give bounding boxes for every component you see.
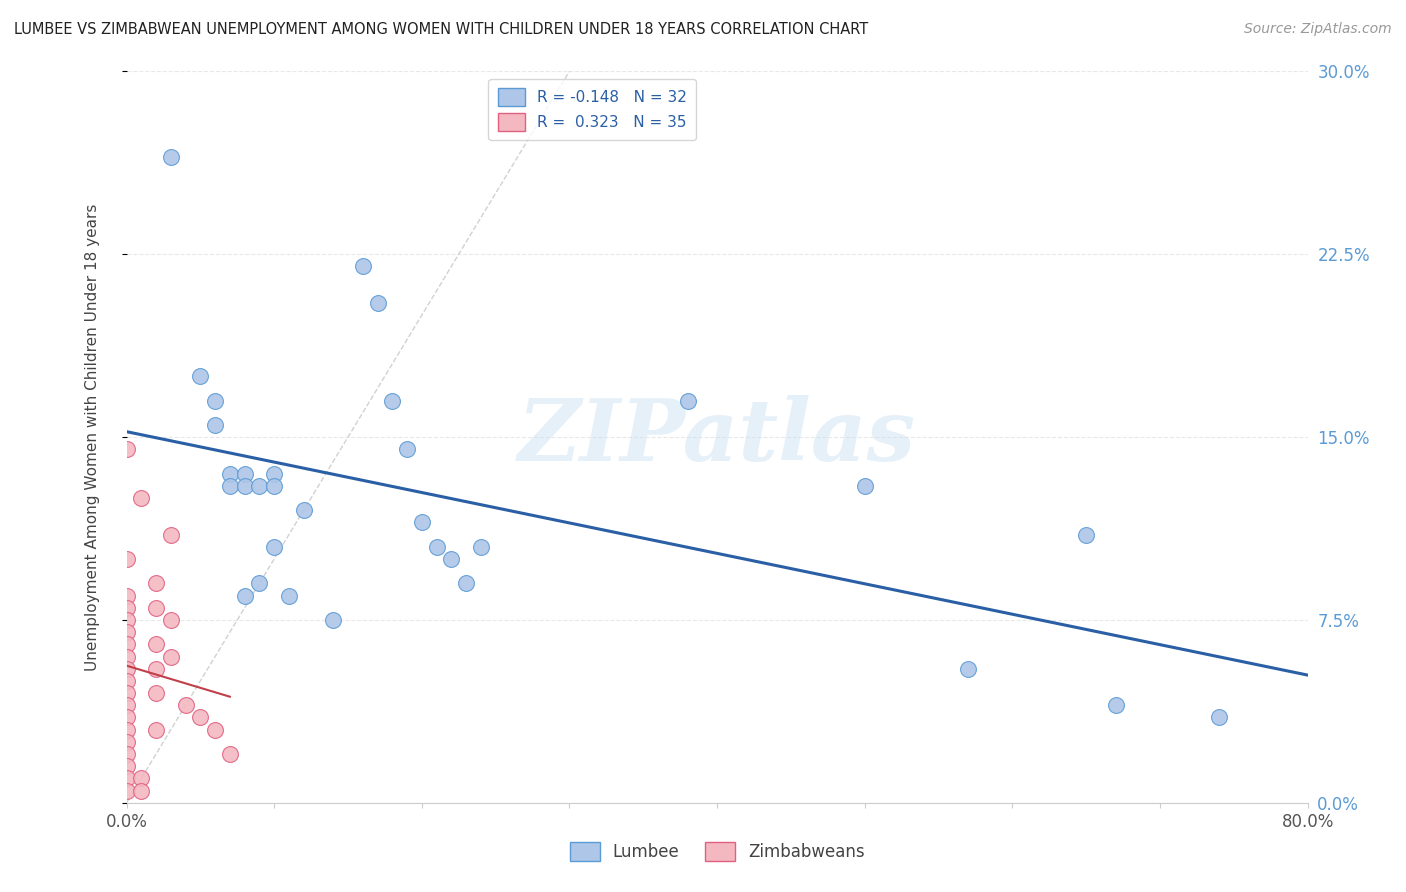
Point	[425, 540, 447, 554]
Point	[115, 747, 138, 761]
Point	[115, 710, 138, 724]
Point	[145, 723, 167, 737]
Point	[853, 479, 876, 493]
Point	[249, 479, 271, 493]
Y-axis label: Unemployment Among Women with Children Under 18 years: Unemployment Among Women with Children U…	[86, 203, 100, 671]
Point	[1105, 698, 1128, 713]
Point	[145, 576, 167, 591]
Point	[115, 698, 138, 713]
Point	[188, 710, 212, 724]
Point	[411, 516, 433, 530]
Point	[322, 613, 344, 627]
Point	[115, 783, 138, 797]
Point	[145, 600, 167, 615]
Point	[219, 467, 242, 481]
Point	[160, 613, 183, 627]
Point	[115, 759, 138, 773]
Point	[115, 673, 138, 688]
Point	[1076, 527, 1098, 541]
Point	[263, 479, 285, 493]
Text: LUMBEE VS ZIMBABWEAN UNEMPLOYMENT AMONG WOMEN WITH CHILDREN UNDER 18 YEARS CORRE: LUMBEE VS ZIMBABWEAN UNEMPLOYMENT AMONG …	[14, 22, 869, 37]
Point	[456, 576, 478, 591]
Point	[219, 479, 242, 493]
Point	[249, 576, 271, 591]
Point	[115, 637, 138, 651]
Point	[204, 393, 226, 408]
Legend: Lumbee, Zimbabweans: Lumbee, Zimbabweans	[562, 835, 872, 868]
Point	[115, 600, 138, 615]
Point	[115, 552, 138, 566]
Point	[115, 772, 138, 786]
Point	[233, 467, 256, 481]
Point	[352, 260, 374, 274]
Point	[160, 649, 183, 664]
Point	[278, 589, 301, 603]
Point	[115, 735, 138, 749]
Point	[115, 662, 138, 676]
Point	[115, 723, 138, 737]
Point	[160, 527, 183, 541]
Point	[219, 747, 242, 761]
Point	[233, 479, 256, 493]
Point	[292, 503, 315, 517]
Point	[115, 649, 138, 664]
Point	[956, 662, 979, 676]
Point	[145, 662, 167, 676]
Point	[440, 552, 463, 566]
Point	[115, 686, 138, 700]
Point	[115, 625, 138, 640]
Point	[160, 150, 183, 164]
Point	[115, 613, 138, 627]
Point	[115, 442, 138, 457]
Point	[367, 296, 389, 310]
Point	[188, 369, 212, 384]
Point	[470, 540, 492, 554]
Point	[129, 783, 153, 797]
Point	[145, 686, 167, 700]
Point	[204, 417, 226, 432]
Text: Source: ZipAtlas.com: Source: ZipAtlas.com	[1244, 22, 1392, 37]
Point	[129, 491, 153, 505]
Point	[174, 698, 197, 713]
Point	[381, 393, 404, 408]
Point	[115, 589, 138, 603]
Point	[263, 467, 285, 481]
Text: ZIPatlas: ZIPatlas	[517, 395, 917, 479]
Point	[263, 540, 285, 554]
Point	[676, 393, 699, 408]
Point	[145, 637, 167, 651]
Point	[204, 723, 226, 737]
Point	[396, 442, 419, 457]
Point	[1208, 710, 1230, 724]
Point	[233, 589, 256, 603]
Point	[129, 772, 153, 786]
